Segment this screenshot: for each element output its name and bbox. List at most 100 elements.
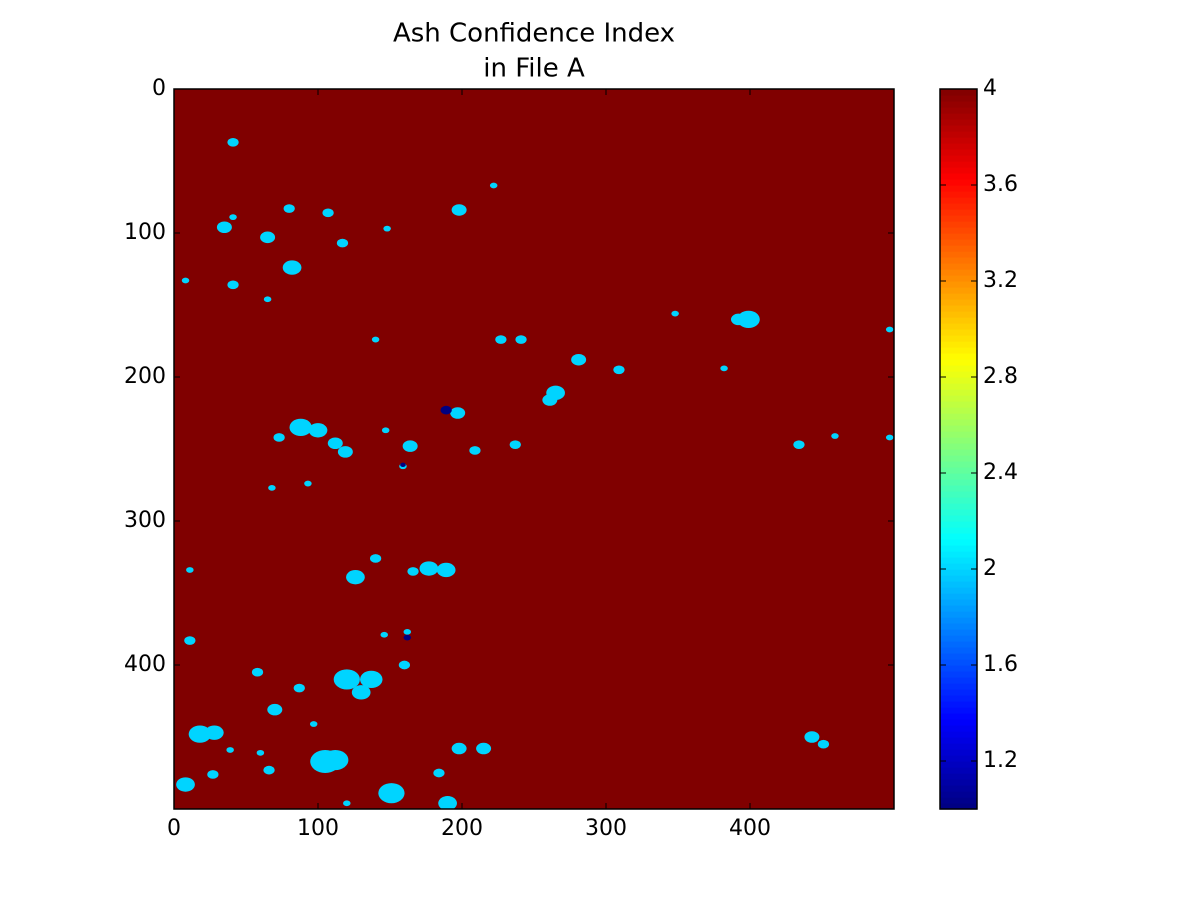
colorbar-segment [940, 665, 977, 672]
colorbar-segment [940, 623, 977, 630]
colorbar-segment [940, 551, 977, 558]
heatmap-patch [378, 783, 405, 804]
heatmap-patch [402, 440, 418, 452]
colorbar-segment [940, 647, 977, 654]
heatmap-patch [804, 731, 820, 743]
colorbar-segment [940, 725, 977, 732]
colorbar-segment [940, 353, 977, 360]
heatmap-patch [398, 660, 411, 670]
colorbar-segment [940, 587, 977, 594]
colorbar-segment [940, 209, 977, 216]
colorbar-tick-label: 1.6 [983, 652, 1018, 677]
colorbar-segment [940, 803, 977, 810]
colorbar-tick-label: 3.6 [983, 172, 1018, 197]
colorbar-segment [940, 437, 977, 444]
heatmap-patch [322, 749, 349, 771]
colorbar-segment [940, 779, 977, 786]
colorbar-segment [940, 179, 977, 186]
colorbar-segment [940, 743, 977, 750]
colorbar-frame [939, 88, 978, 810]
colorbar-segment [940, 707, 977, 714]
colorbar-segment [940, 461, 977, 468]
heatmap-patch [263, 765, 275, 775]
heatmap-patch [176, 777, 195, 792]
heatmap-patch [403, 629, 412, 635]
colorbar-segment [940, 221, 977, 228]
heatmap-patch [476, 742, 492, 755]
heatmap-patch [730, 313, 746, 326]
heatmap-patch [495, 335, 507, 344]
colorbar-segment [940, 197, 977, 204]
colorbar-segment [940, 395, 977, 402]
colorbar-segment [940, 443, 977, 450]
colorbar-segment [940, 299, 977, 306]
colorbar-segment [940, 713, 977, 720]
colorbar-tick-label: 2 [983, 556, 997, 581]
colorbar-segment [940, 695, 977, 702]
colorbar-segment [940, 581, 977, 588]
y-tick-label: 100 [124, 220, 166, 245]
heatmap-patch [369, 554, 382, 563]
colorbar-tick-label: 3.2 [983, 268, 1018, 293]
colorbar-segment [940, 425, 977, 432]
colorbar-segment [940, 749, 977, 756]
heatmap-patch [509, 440, 521, 449]
heatmap-patch [885, 434, 894, 441]
colorbar-segment [940, 263, 977, 270]
colorbar-segment [940, 383, 977, 390]
heatmap-patch [438, 796, 457, 809]
chart-title: Ash Confidence Index [393, 19, 675, 49]
heatmap-patch [207, 770, 219, 779]
colorbar-segment [940, 755, 977, 762]
colorbar-segment [940, 767, 977, 774]
heatmap-patch [671, 310, 679, 317]
y-tick-label: 200 [124, 364, 166, 389]
y-tick-label: 400 [124, 652, 166, 677]
heatmap-patch [383, 225, 391, 232]
colorbar-segment [940, 527, 977, 534]
heatmap-patch [351, 685, 371, 700]
plot-area [174, 89, 894, 809]
x-tick-label: 0 [167, 816, 181, 841]
heatmap-patch [309, 721, 318, 727]
heatmap-patch [267, 703, 283, 716]
colorbar-segment [940, 773, 977, 780]
colorbar-segment [940, 239, 977, 246]
heatmap-patch [360, 670, 383, 689]
colorbar-segment [940, 233, 977, 240]
heatmap-patch [227, 137, 239, 147]
colorbar-segment [940, 143, 977, 150]
colorbar-segment [940, 533, 977, 540]
colorbar-segment [940, 245, 977, 252]
heatmap-patch [407, 567, 419, 576]
colorbar-tick-label: 2.4 [983, 460, 1018, 485]
colorbar-segment [940, 629, 977, 636]
colorbar-segment [940, 155, 977, 162]
heatmap-patch [260, 231, 276, 244]
colorbar-segment [940, 599, 977, 606]
heatmap-patch [720, 365, 728, 372]
heatmap-patch [346, 569, 365, 585]
heatmap-patch [293, 683, 305, 693]
chart-title: in File A [483, 54, 585, 84]
colorbar-segment [940, 473, 977, 480]
x-tick-label: 100 [297, 816, 339, 841]
colorbar-segment [940, 797, 977, 804]
colorbar-segment [940, 251, 977, 258]
colorbar-segment [940, 719, 977, 726]
colorbar-segment [940, 701, 977, 708]
heatmap-patch [403, 634, 412, 641]
colorbar-segment [940, 137, 977, 144]
heatmap-patch [256, 749, 265, 756]
colorbar-segment [940, 515, 977, 522]
heatmap-patch [436, 562, 456, 578]
colorbar-segment [940, 635, 977, 642]
colorbar-segment [940, 413, 977, 420]
colorbar-segment [940, 281, 977, 288]
colorbar-segment [940, 557, 977, 564]
colorbar-segment [940, 101, 977, 108]
heatmap-patch [216, 221, 232, 234]
heatmap-patch [817, 739, 830, 749]
heatmap-patch [204, 725, 224, 740]
